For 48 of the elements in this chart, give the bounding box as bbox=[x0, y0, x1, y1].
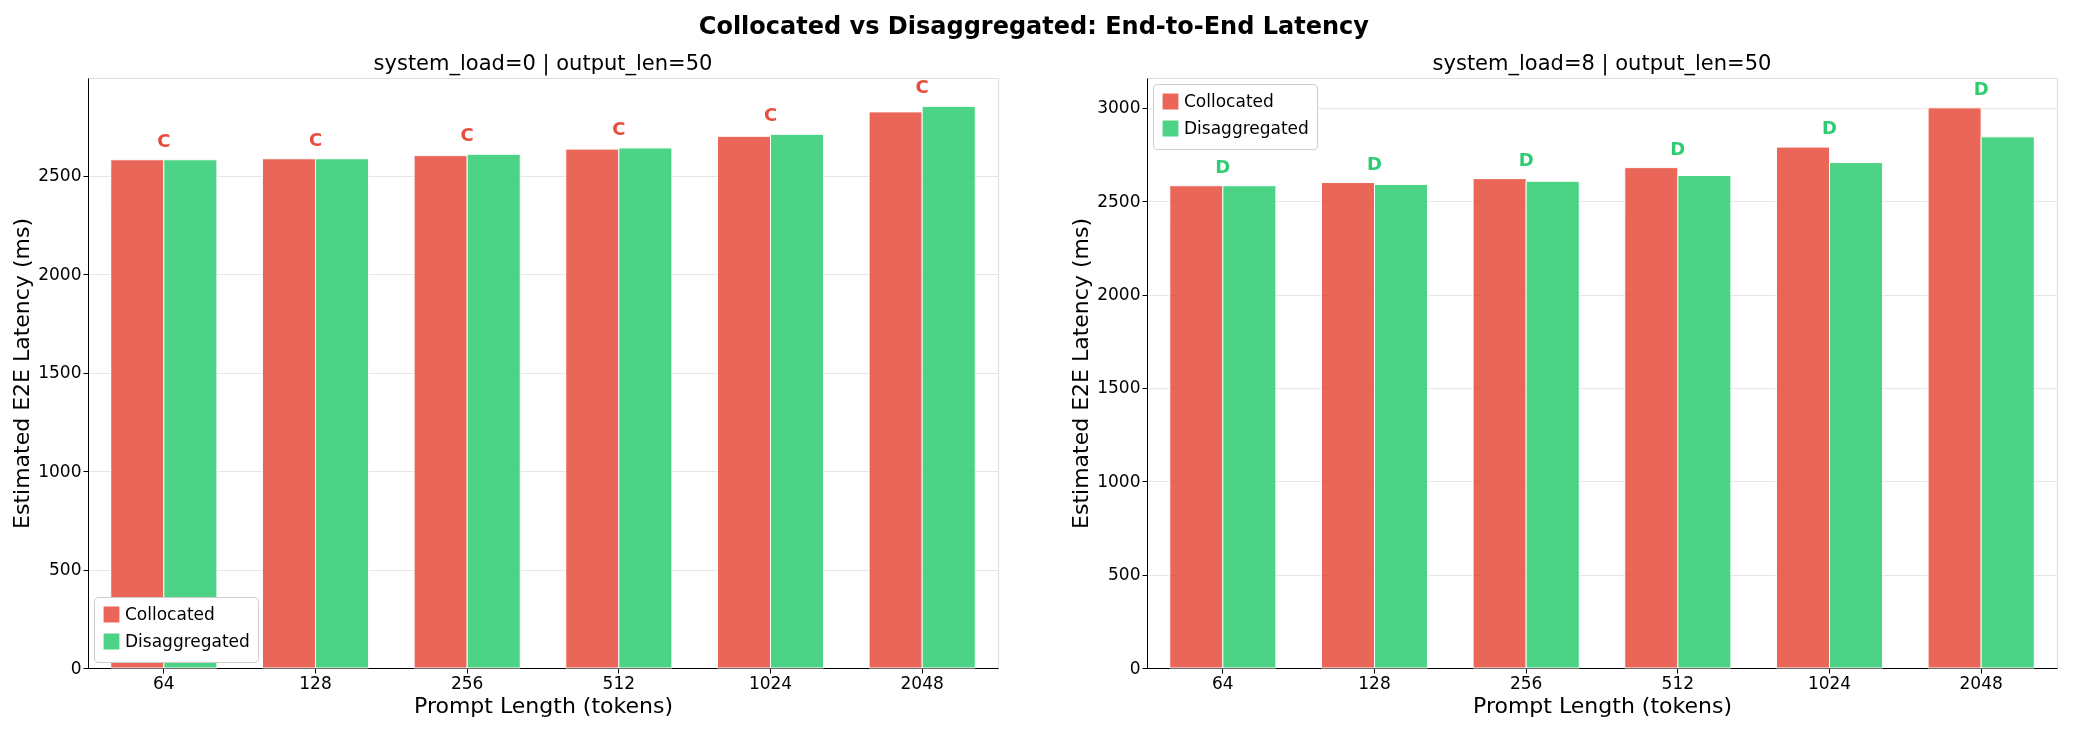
y-tick-label: 2500 bbox=[1097, 190, 1141, 211]
annotation: D bbox=[1215, 155, 1231, 177]
y-tick-label: 2000 bbox=[38, 263, 82, 284]
x-tick-label: 64 bbox=[1212, 672, 1234, 693]
x-tick-label: 1024 bbox=[748, 672, 793, 693]
x-tick-label: 128 bbox=[1358, 672, 1391, 693]
annotation: D bbox=[1518, 148, 1534, 170]
annotation: D bbox=[1670, 137, 1686, 159]
x-tick-label: 2048 bbox=[900, 672, 944, 693]
y-tick-label: 500 bbox=[1108, 564, 1141, 585]
annotation: C bbox=[915, 76, 929, 98]
x-axis-title: Prompt Length (tokens) bbox=[414, 692, 673, 718]
legend-label: Collocated bbox=[1184, 90, 1274, 111]
x-tick-label: 2048 bbox=[1959, 672, 2003, 693]
x-tick-label: 64 bbox=[153, 672, 175, 693]
y-tick-label: 3000 bbox=[1097, 97, 1141, 118]
annotation: C bbox=[763, 104, 778, 126]
y-axis-title: Estimated E2E Latency (ms) bbox=[1068, 218, 1094, 529]
y-tick-label: 0 bbox=[1129, 657, 1141, 678]
x-tick-label: 256 bbox=[1509, 672, 1543, 693]
annotation: D bbox=[1822, 117, 1837, 139]
annotation: C bbox=[308, 128, 323, 150]
annotation: C bbox=[157, 129, 171, 151]
legend-label: Disaggregated bbox=[1184, 117, 1309, 138]
chart-subtitle: system_load=8 | output_len=50 bbox=[1432, 51, 1772, 76]
y-tick-label: 1000 bbox=[38, 460, 82, 481]
annotation: D bbox=[1367, 152, 1382, 174]
x-axis-title: Prompt Length (tokens) bbox=[1473, 692, 1732, 718]
chart-subtitle: system_load=0 | output_len=50 bbox=[373, 51, 713, 76]
annotation: C bbox=[612, 117, 626, 139]
y-tick-label: 2500 bbox=[38, 165, 82, 186]
x-tick-label: 1024 bbox=[1807, 672, 1852, 693]
y-tick-label: 2000 bbox=[1097, 284, 1141, 305]
x-tick-label: 512 bbox=[602, 672, 636, 693]
annotation: D bbox=[1973, 77, 1989, 99]
y-tick-label: 1000 bbox=[1097, 470, 1141, 491]
y-axis-title: Estimated E2E Latency (ms) bbox=[9, 218, 35, 529]
x-tick-label: 128 bbox=[299, 672, 332, 693]
y-tick-label: 1500 bbox=[38, 362, 82, 383]
chart-title: Collocated vs Disaggregated: End-to-End Latency bbox=[698, 11, 1370, 40]
y-tick-label: 1500 bbox=[1097, 377, 1141, 398]
legend-label: Disaggregated bbox=[125, 630, 250, 651]
annotation: C bbox=[460, 124, 474, 146]
x-tick-label: 256 bbox=[450, 672, 484, 693]
legend-label: Collocated bbox=[125, 603, 215, 624]
x-tick-label: 512 bbox=[1661, 672, 1695, 693]
y-tick-label: 500 bbox=[49, 559, 82, 579]
y-tick-label: 0 bbox=[70, 657, 82, 678]
